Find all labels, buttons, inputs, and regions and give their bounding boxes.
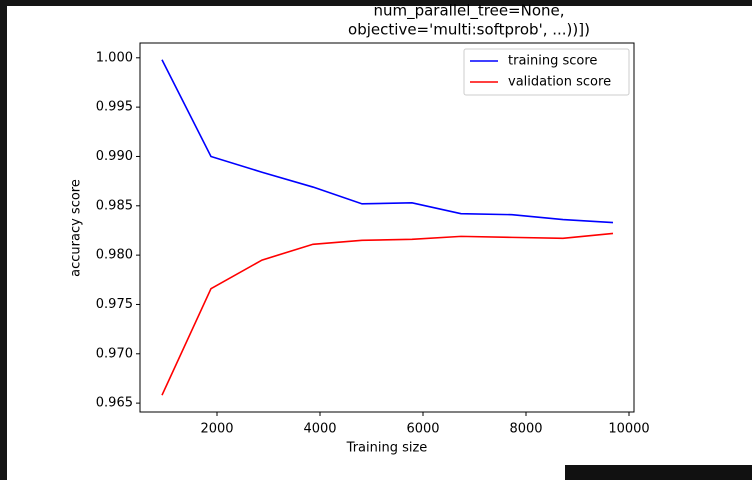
y-tick-label: 0.970 <box>96 346 133 361</box>
y-tick-label: 0.980 <box>96 248 133 263</box>
y-tick-label: 0.990 <box>96 149 133 164</box>
legend-label: training score <box>508 54 597 69</box>
overlay-panel <box>565 465 752 480</box>
data-line <box>161 59 614 224</box>
y-tick-label: 0.975 <box>96 297 133 312</box>
y-tick-label: 0.965 <box>96 396 133 411</box>
data-line <box>161 232 614 396</box>
legend-label: validation score <box>508 75 611 90</box>
chart-title: num_parallel_tree=None, <box>373 2 564 21</box>
top-edge <box>0 0 752 6</box>
x-tick-label: 2000 <box>200 422 233 437</box>
plot-frame <box>139 42 635 413</box>
y-axis-label: accuracy score <box>69 179 84 277</box>
x-tick-label: 4000 <box>303 422 336 437</box>
y-tick-label: 0.995 <box>96 100 133 115</box>
y-tick-label: 0.985 <box>96 198 133 213</box>
left-edge <box>0 0 7 480</box>
chart-title: objective='multi:softprob', ...))]) <box>348 21 590 39</box>
x-axis-label: Training size <box>346 441 428 456</box>
x-tick-label: 6000 <box>406 422 439 437</box>
legend-box <box>463 48 630 96</box>
y-tick-label: 1.000 <box>96 50 133 65</box>
x-tick-label: 10000 <box>608 422 649 437</box>
x-tick-label: 8000 <box>509 422 542 437</box>
